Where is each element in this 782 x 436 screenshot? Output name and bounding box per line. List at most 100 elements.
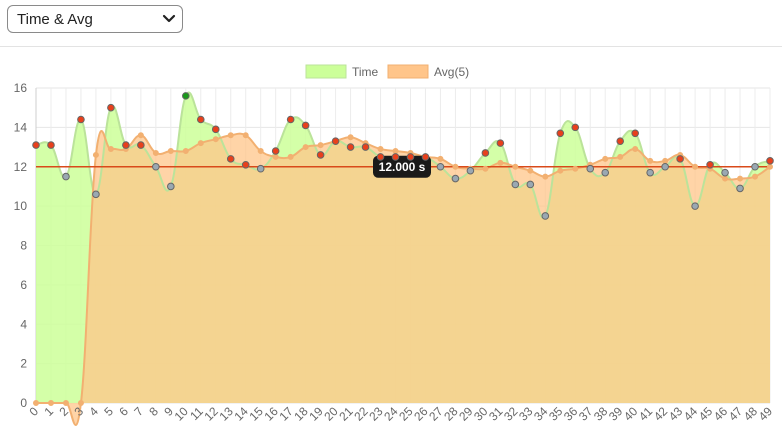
time-point <box>271 147 280 155</box>
threshold-label-box <box>373 155 431 178</box>
y-tick-label: 2 <box>20 357 27 371</box>
time-point <box>346 143 355 151</box>
time-point <box>721 168 729 177</box>
avg-point <box>107 146 114 153</box>
time-point <box>631 129 639 138</box>
avg-point <box>392 148 399 154</box>
time-point <box>436 162 445 171</box>
toolbar: Time & Avg <box>0 0 782 47</box>
avg-point <box>752 173 759 180</box>
time-point <box>167 182 175 191</box>
avg-point <box>92 151 99 158</box>
time-point <box>601 168 610 177</box>
avg-point <box>647 157 654 164</box>
time-point <box>571 123 580 132</box>
x-tick-label: 49 <box>756 404 776 424</box>
x-tick-label: 0 <box>26 404 41 419</box>
avg-point <box>497 159 504 166</box>
x-axis: 0 1 2 3 4 5 6 7 8 9101112131415161718192021222324… <box>26 404 775 424</box>
time-point <box>451 174 460 183</box>
avg-point <box>527 167 534 174</box>
time-point <box>316 151 325 159</box>
time-point <box>301 121 310 130</box>
avg-point <box>197 140 204 147</box>
legend-swatch <box>305 64 347 79</box>
time-point <box>62 172 70 181</box>
avg-point <box>692 163 699 170</box>
time-point <box>32 141 40 149</box>
metric-select-value: Time & Avg <box>17 11 93 28</box>
avg-point <box>257 148 264 154</box>
time-point <box>511 180 520 189</box>
avg-point <box>212 136 219 143</box>
threshold-label: 12.000 s <box>379 160 426 174</box>
time-point <box>646 168 654 177</box>
avg-point <box>317 142 324 149</box>
time-point <box>616 137 625 145</box>
avg-point <box>662 157 669 164</box>
time-point <box>152 162 160 171</box>
avg-point <box>437 155 444 162</box>
avg-point <box>617 153 624 160</box>
avg-point <box>737 175 744 182</box>
time-point <box>77 115 85 124</box>
time-point <box>391 153 400 161</box>
legend-label: Avg(5) <box>434 65 469 79</box>
x-tick-label: 8 <box>146 404 161 419</box>
time-point <box>241 160 250 169</box>
time-point <box>92 190 100 199</box>
y-tick-label: 14 <box>14 120 28 134</box>
x-tick-label: 7 <box>131 404 146 419</box>
avg-point <box>377 146 384 153</box>
time-point <box>137 141 145 149</box>
avg-point <box>512 163 519 170</box>
y-tick-label: 4 <box>20 317 27 331</box>
y-tick-label: 0 <box>20 396 27 410</box>
legend-swatch <box>387 64 429 79</box>
y-tick-label: 6 <box>20 278 27 292</box>
metric-select[interactable]: Time & Avg <box>7 5 183 33</box>
x-tick-label: 6 <box>116 404 131 419</box>
y-tick-label: 16 <box>14 81 28 95</box>
avg-series-area <box>36 131 770 426</box>
time-point <box>226 155 235 163</box>
time-point <box>751 162 759 171</box>
time-point <box>766 157 774 165</box>
chart-points <box>32 92 774 406</box>
time-point <box>181 92 190 100</box>
avg-point <box>302 144 309 151</box>
y-tick-label: 10 <box>14 199 28 213</box>
avg-point <box>767 163 773 170</box>
avg-point <box>482 165 489 172</box>
avg-point <box>287 153 294 160</box>
x-tick-label: 5 <box>101 404 116 419</box>
time-point <box>196 115 205 124</box>
time-point <box>211 125 220 134</box>
time-point <box>706 160 714 169</box>
time-point <box>586 164 595 173</box>
y-tick-label: 8 <box>20 239 27 253</box>
chart-areas <box>35 91 771 426</box>
time-point <box>421 153 430 161</box>
avg-point <box>452 163 459 170</box>
chevron-down-icon <box>162 14 176 23</box>
avg-point <box>62 400 69 406</box>
avg-point <box>167 148 174 154</box>
y-axis: 0 2 4 6 8 10 12 14 16 <box>14 81 28 410</box>
avg-point <box>227 132 234 139</box>
legend-label: Time <box>352 65 379 79</box>
time-point <box>47 141 55 149</box>
avg-point <box>77 400 84 406</box>
time-point <box>496 139 505 147</box>
avg-point <box>347 134 354 141</box>
x-tick-label: 1 <box>41 404 56 419</box>
time-point <box>481 149 490 157</box>
time-point <box>331 137 340 145</box>
avg-point <box>602 155 609 162</box>
time-point <box>736 184 744 193</box>
time-point <box>661 162 669 171</box>
avg-point <box>572 165 579 172</box>
time-point <box>122 141 130 149</box>
avg-point <box>272 153 279 160</box>
